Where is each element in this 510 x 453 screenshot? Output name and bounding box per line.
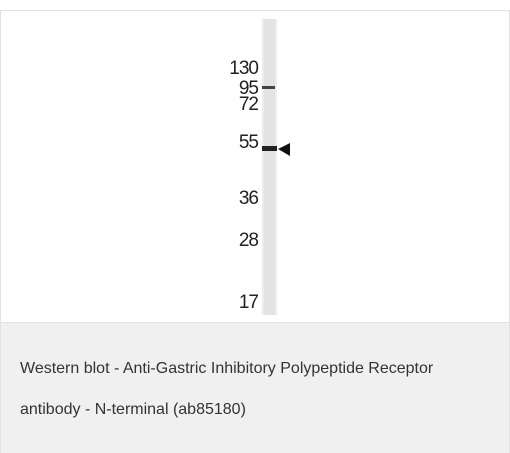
marker-label: 17: [239, 292, 259, 313]
marker-label: 36: [239, 188, 259, 209]
western-blot-image: 130 95 72 55 36 28 17: [1, 11, 509, 322]
marker-label: 28: [239, 230, 259, 251]
figure-card: 130 95 72 55 36 28 17 Western blot - Ant…: [0, 10, 510, 453]
band: [262, 146, 277, 151]
lane-core: [264, 19, 275, 315]
band: [262, 86, 275, 89]
caption: Western blot - Anti-Gastric Inhibitory P…: [20, 348, 480, 430]
page: 130 95 72 55 36 28 17 Western blot - Ant…: [0, 0, 510, 453]
marker-label: 72: [239, 94, 259, 115]
marker-label: 55: [239, 132, 259, 153]
marker-label: 130: [229, 58, 258, 79]
caption-area: Western blot - Anti-Gastric Inhibitory P…: [1, 322, 509, 453]
arrowhead: [278, 143, 290, 156]
